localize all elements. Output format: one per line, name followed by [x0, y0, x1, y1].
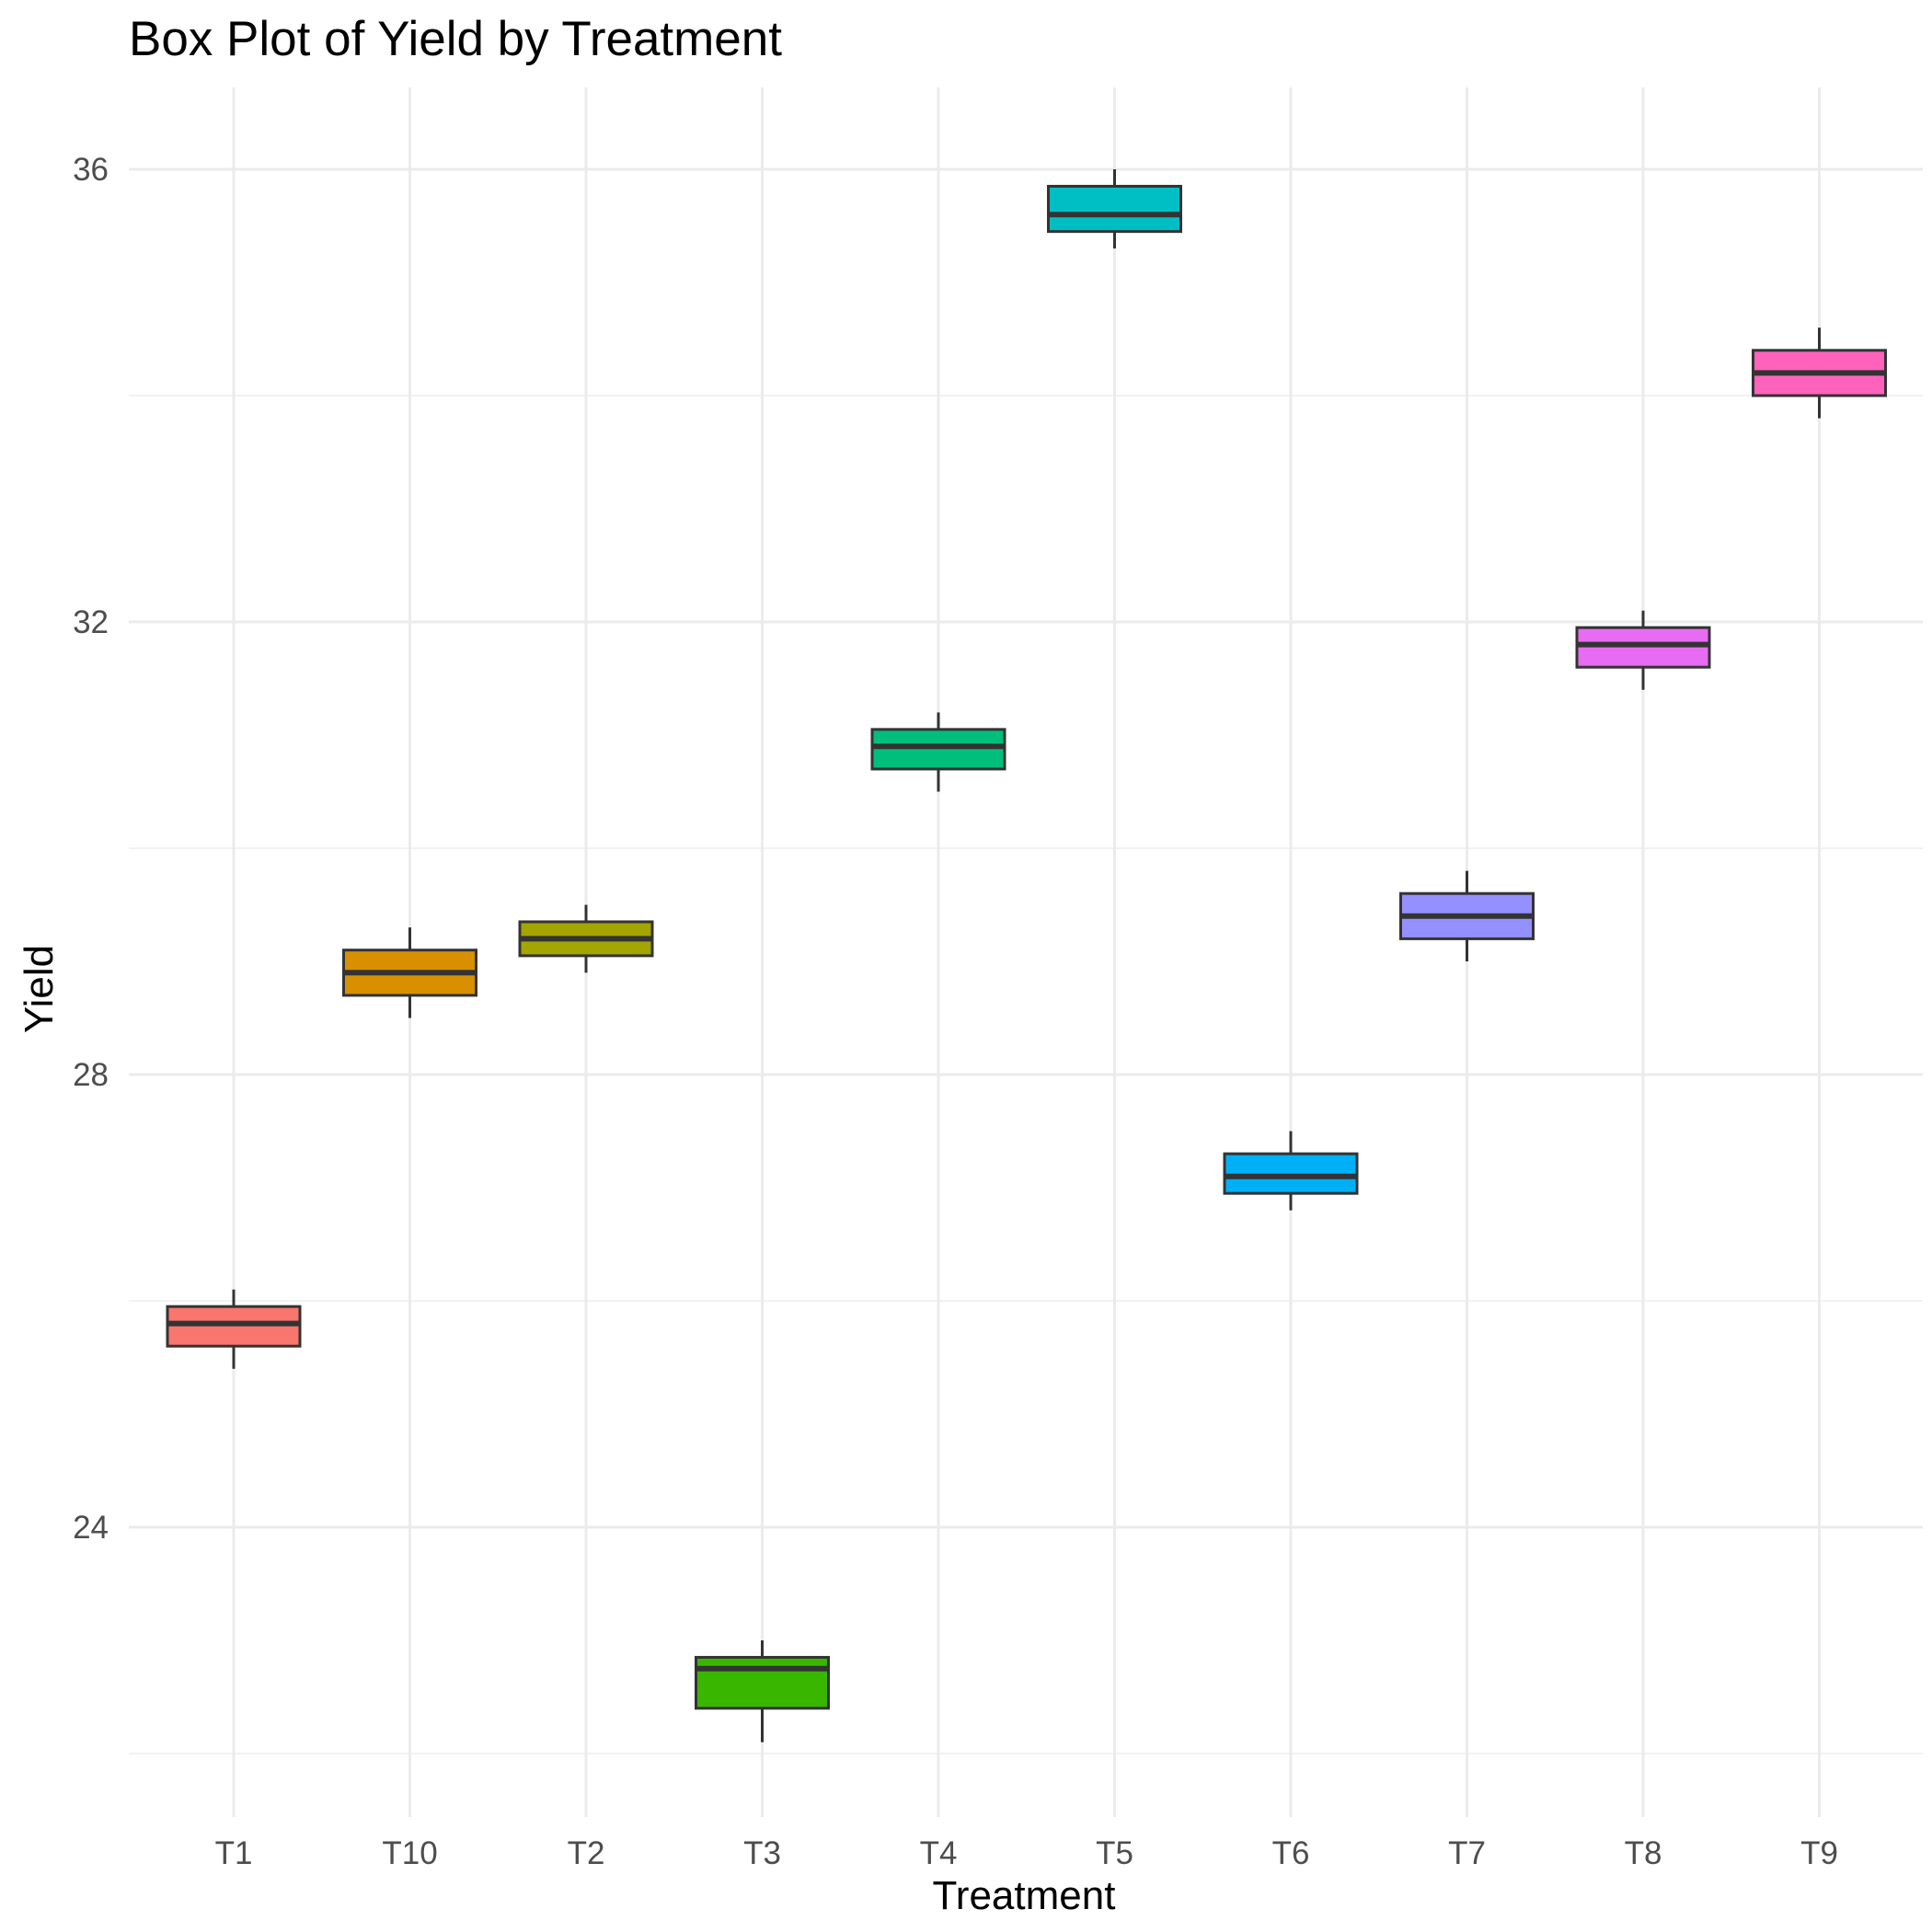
y-tick-label: 32: [73, 604, 109, 640]
x-tick-label: T4: [920, 1835, 958, 1871]
box-t1: [166, 1289, 302, 1369]
box-layer: [166, 169, 1887, 1742]
box-t4: [870, 712, 1006, 792]
box-t7: [1399, 870, 1535, 961]
x-tick-label: T10: [382, 1835, 437, 1871]
x-tick-label: T2: [568, 1835, 605, 1871]
box-t10: [342, 927, 477, 1018]
box-body: [1223, 1152, 1359, 1195]
x-tick-label: T5: [1096, 1835, 1133, 1871]
box-body: [695, 1655, 830, 1710]
y-tick-label: 36: [73, 152, 109, 188]
x-tick-label: T1: [215, 1835, 253, 1871]
x-tick-label: T7: [1448, 1835, 1486, 1871]
y-tick-label: 28: [73, 1057, 109, 1093]
box-t5: [1047, 169, 1182, 249]
box-t3: [695, 1640, 830, 1742]
x-tick-label: T8: [1625, 1835, 1662, 1871]
box-body: [1047, 184, 1182, 234]
box-t2: [518, 904, 654, 973]
box-t6: [1223, 1131, 1359, 1211]
box-body: [166, 1305, 302, 1348]
chart-title: Box Plot of Yield by Treatment: [129, 12, 782, 66]
x-tick-label: T6: [1272, 1835, 1310, 1871]
box-t8: [1575, 610, 1711, 690]
box-body: [1575, 626, 1711, 669]
box-t9: [1752, 328, 1887, 419]
y-axis-title: Yield: [17, 945, 62, 1033]
y-tick-label: 24: [73, 1510, 109, 1546]
tick-layer: 24 28 32 36 T1 T10 T2 T3 T4 T5 T6 T7 T8 T9: [73, 152, 1838, 1871]
x-axis-title: Treatment: [933, 1873, 1116, 1918]
x-tick-label: T9: [1800, 1835, 1838, 1871]
box-body: [870, 728, 1006, 771]
x-tick-label: T3: [743, 1835, 781, 1871]
